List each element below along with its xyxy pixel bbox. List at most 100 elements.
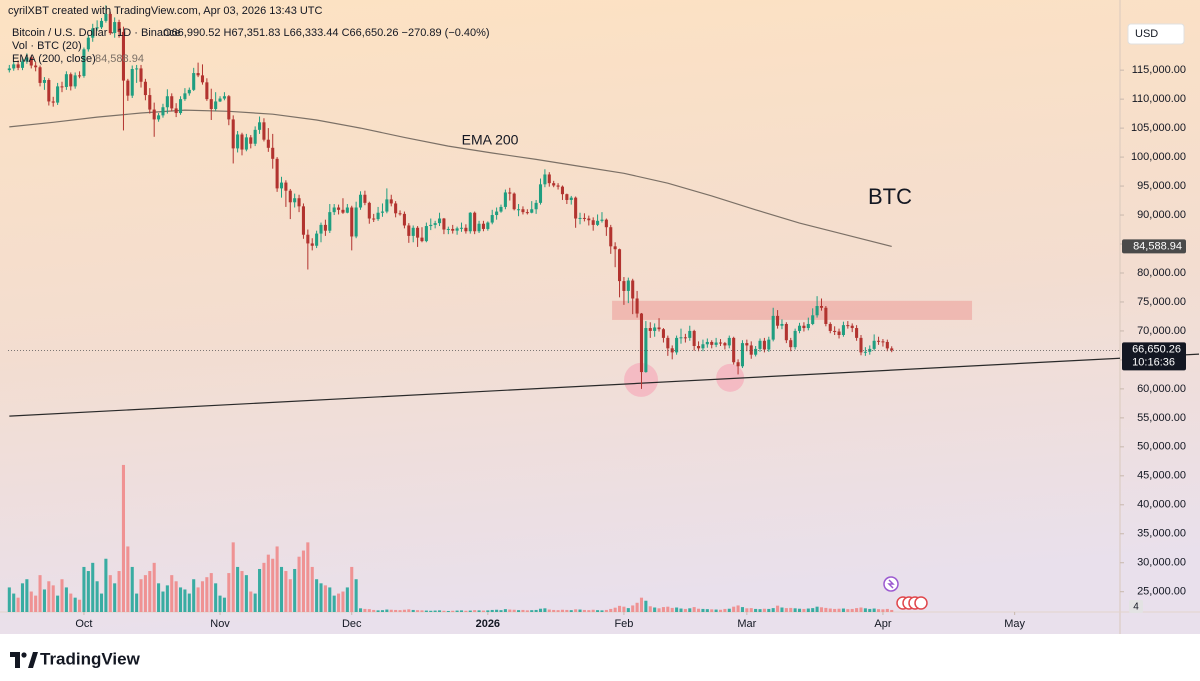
- candle-body: [872, 340, 876, 349]
- ema-price-box: [1122, 239, 1186, 254]
- candle-body: [183, 93, 187, 100]
- candle-body: [596, 220, 600, 225]
- candle-body: [758, 340, 762, 349]
- volume-bar: [758, 609, 762, 612]
- volume-bar: [525, 610, 529, 612]
- volume-bar: [701, 608, 705, 612]
- candle-body: [135, 68, 139, 70]
- candle-body: [279, 182, 284, 189]
- volume-bar: [705, 609, 709, 612]
- volume-bar: [591, 609, 595, 612]
- volume-bar: [697, 608, 701, 612]
- volume-bar: [473, 610, 477, 612]
- candle-body: [78, 75, 82, 77]
- volume-bar: [648, 606, 652, 612]
- candle-body: [152, 109, 156, 120]
- candle-body: [837, 331, 841, 335]
- candle-body: [258, 122, 262, 130]
- volume-bar: [582, 609, 586, 612]
- volume-bar: [222, 597, 226, 612]
- volume-bar: [626, 608, 630, 612]
- volume-bar: [301, 550, 305, 612]
- candle-body: [231, 119, 235, 149]
- volume-bar: [192, 579, 196, 612]
- candle-body: [679, 337, 683, 339]
- candle-body: [407, 225, 411, 236]
- candle-body: [789, 340, 793, 348]
- volume-bar: [271, 558, 275, 612]
- candle-body: [701, 344, 705, 349]
- volume-bar: [25, 579, 29, 612]
- volume-bar: [846, 609, 850, 612]
- candle-body: [714, 342, 718, 345]
- volume-bar: [332, 595, 336, 612]
- volume-bar: [231, 542, 235, 612]
- candle-body: [350, 207, 354, 237]
- countdown-label: 10:16:36: [1132, 356, 1175, 368]
- currency-button[interactable]: [1127, 23, 1185, 45]
- volume-bar: [78, 599, 82, 612]
- legend-volume: Vol · BTC (20): [12, 40, 82, 52]
- volume-bar: [29, 591, 33, 612]
- volume-bar: [885, 608, 889, 612]
- legend-symbol: Bitcoin / U.S. Dollar · 1D · Binance: [12, 27, 181, 39]
- candle-body: [727, 337, 731, 346]
- volume-bar: [604, 609, 608, 612]
- candle-body: [736, 362, 740, 367]
- footer-logo: TradingView: [10, 649, 141, 668]
- chart-background: [0, 0, 1200, 634]
- candle-body: [683, 337, 687, 339]
- volume-bar: [569, 610, 573, 612]
- volume-bar: [762, 608, 766, 612]
- volume-bar: [64, 587, 68, 612]
- last-price-label: 66,650.26: [1132, 343, 1181, 355]
- y-tick-label: 30,000.00: [1137, 557, 1186, 569]
- candle-body: [328, 212, 332, 231]
- volume-bar: [824, 607, 828, 612]
- volume-bar: [363, 608, 367, 612]
- pane-badge-box: [1129, 600, 1143, 613]
- candle-body: [661, 329, 665, 338]
- volume-bar: [547, 609, 551, 612]
- candle-body: [420, 237, 424, 242]
- volume-bar: [503, 609, 507, 612]
- currency-label[interactable]: USD: [1135, 28, 1158, 40]
- last-price-box: [1122, 342, 1186, 371]
- volume-bar: [354, 579, 358, 612]
- volume-bar: [165, 585, 169, 612]
- volume-bar: [218, 595, 222, 612]
- volume-bar: [459, 610, 464, 612]
- candle-body: [451, 228, 455, 231]
- candle-body: [771, 315, 775, 340]
- y-tick-label: 75,000.00: [1137, 296, 1186, 308]
- volume-bar: [578, 609, 582, 612]
- candle-body: [863, 351, 867, 353]
- y-tick-label: 45,000.00: [1137, 470, 1186, 482]
- volume-bar: [411, 609, 415, 612]
- candle-body: [345, 207, 349, 213]
- volume-bar: [490, 609, 494, 612]
- volume-bar: [521, 609, 525, 612]
- candle-body: [767, 339, 771, 350]
- volume-bar: [174, 581, 178, 612]
- volume-bar: [841, 608, 845, 612]
- candle-body: [244, 137, 248, 150]
- event-icon[interactable]: [914, 596, 928, 610]
- candle-body: [521, 209, 525, 213]
- candle-body: [604, 219, 608, 228]
- candle-body: [200, 75, 205, 83]
- candle-body: [56, 86, 60, 103]
- candle-body: [723, 343, 727, 346]
- candle-body: [846, 325, 850, 327]
- candle-body: [499, 206, 503, 212]
- legend-ema: EMA (200, close): [12, 53, 96, 65]
- volume-bar: [714, 609, 718, 612]
- volume-bar: [240, 571, 244, 612]
- candle-body: [358, 194, 363, 208]
- footer-bar: [0, 634, 1200, 681]
- axes: 25,000.00 30,000.00 35,000.00 40,000.00 45,0…: [9, 64, 1199, 630]
- logo-mark: [10, 652, 20, 668]
- volume-bar: [341, 591, 345, 612]
- candle-body: [266, 139, 270, 148]
- volume-bar: [596, 610, 600, 612]
